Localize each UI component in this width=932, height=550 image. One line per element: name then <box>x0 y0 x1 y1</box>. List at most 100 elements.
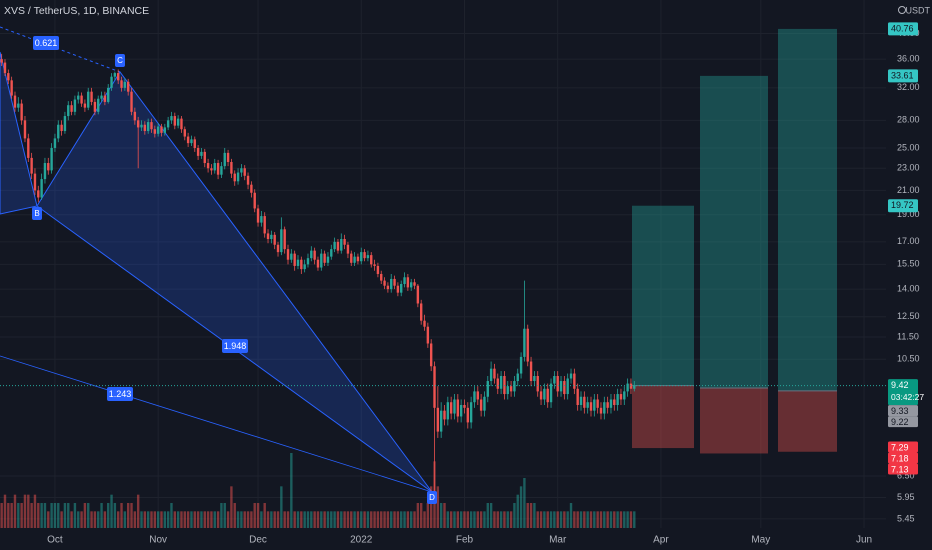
volume-bar <box>303 511 306 528</box>
volume-bar <box>543 511 546 528</box>
candle-body <box>263 216 266 234</box>
candle-body <box>7 73 10 81</box>
volume-bar <box>483 511 486 528</box>
volume-bar <box>103 511 107 528</box>
candle-body <box>243 168 246 176</box>
y-tick-label: 32.00 <box>897 82 920 92</box>
candle-body <box>353 256 356 263</box>
volume-bar <box>186 511 190 528</box>
candle-body <box>153 129 157 134</box>
candle-body <box>63 116 67 132</box>
volume-bar <box>606 511 609 528</box>
volume-bar <box>193 511 196 528</box>
candle-body <box>273 234 276 245</box>
candle-body <box>140 124 143 128</box>
candle-body <box>366 255 370 259</box>
price-label-bg <box>888 463 918 475</box>
candle-body <box>3 62 7 74</box>
candle-body <box>456 399 460 417</box>
candle-body <box>156 126 160 134</box>
volume-bar <box>273 511 276 528</box>
candle-body <box>400 283 403 293</box>
volume-bar <box>93 511 97 528</box>
volume-bar <box>30 503 33 528</box>
candle-body <box>516 373 519 382</box>
volume-bar <box>603 511 606 528</box>
volume-bar <box>130 503 133 528</box>
candle-body <box>0 59 3 63</box>
loss-zone <box>778 390 837 452</box>
volume-bar <box>569 503 573 528</box>
candle-body <box>173 116 177 126</box>
candle-body <box>556 376 559 392</box>
candle-body <box>77 95 80 100</box>
y-tick-label: 19.00 <box>897 209 920 219</box>
volume-bar <box>216 511 220 528</box>
candle-body <box>513 381 516 392</box>
candle-body <box>436 407 440 432</box>
volume-bar <box>170 503 173 528</box>
volume-bar <box>619 511 623 528</box>
label-bg <box>32 207 42 220</box>
candle-body <box>83 103 87 108</box>
volume-bar <box>330 511 333 528</box>
volume-bar <box>176 511 180 528</box>
x-tick-label: Apr <box>653 535 669 546</box>
candle-body <box>226 152 230 162</box>
volume-bar <box>479 511 483 528</box>
y-tick-label: 5.45 <box>897 513 915 523</box>
candle-body <box>220 166 223 175</box>
volume-bar <box>17 503 20 528</box>
candle-body <box>20 103 23 121</box>
volume-bar <box>100 503 103 528</box>
candle-body <box>526 328 529 362</box>
candle-body <box>623 391 626 400</box>
volume-bar <box>266 511 270 528</box>
candle-body <box>136 120 140 128</box>
candle-body <box>133 111 137 121</box>
candle-body <box>579 396 583 406</box>
volume-bar <box>366 511 370 528</box>
candle-body <box>576 388 579 406</box>
candle-body <box>489 368 493 382</box>
volume-bar <box>390 511 393 528</box>
x-tick-label: Dec <box>249 535 267 546</box>
candle-body <box>336 241 340 251</box>
volume-bar <box>173 511 177 528</box>
price-label: 33.61 <box>891 70 914 80</box>
currency-label[interactable]: USDT <box>906 5 931 15</box>
volume-bar <box>343 511 346 528</box>
candle-body <box>496 378 499 389</box>
volume-bar <box>466 511 470 528</box>
volume-bar <box>200 511 203 528</box>
volume-bar <box>623 511 626 528</box>
volume-bar <box>559 511 563 528</box>
candle-body <box>596 399 599 408</box>
volume-bar <box>196 511 200 528</box>
candle-body <box>166 120 170 128</box>
volume-bar <box>516 494 519 528</box>
volume-bar <box>356 511 360 528</box>
candle-body <box>120 80 123 88</box>
volume-bar <box>286 511 290 528</box>
volume-bar <box>533 503 536 528</box>
candle-body <box>363 252 366 259</box>
volume-bar <box>463 511 466 528</box>
candle-body <box>613 399 616 406</box>
candle-body <box>486 381 489 397</box>
volume-bar <box>146 511 150 528</box>
volume-bar <box>503 511 506 528</box>
volume-bar <box>419 503 423 528</box>
candle-body <box>633 385 636 389</box>
price-label: 7.18 <box>891 453 909 463</box>
volume-bar <box>426 503 430 528</box>
candle-body <box>606 402 609 408</box>
candle-body <box>250 184 253 193</box>
candle-body <box>150 122 153 130</box>
candle-body <box>290 253 293 260</box>
volume-bar <box>210 511 213 528</box>
volume-bar <box>27 494 30 528</box>
candle-body <box>206 163 210 169</box>
candle-body <box>230 161 233 174</box>
